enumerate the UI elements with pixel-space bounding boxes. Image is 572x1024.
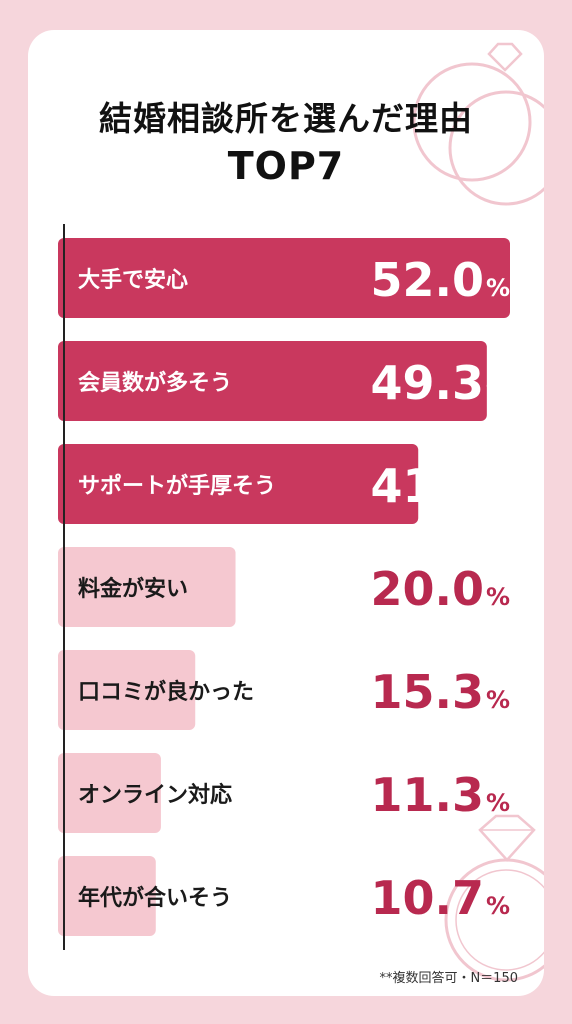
bar-4 [58,547,236,627]
bar-chart: 大手で安心 52.0% 会員数が多そう 49.3% サポートが手厚そう 41.3% 料金が安… [58,224,510,950]
value-unit-7: % [486,892,510,920]
chart-subtitle: TOP7 [227,144,345,188]
bar-5 [58,650,196,730]
value-number-2: 49.3 [370,356,484,410]
bar-6 [58,753,161,833]
value-number-1: 52.0 [370,253,484,307]
category-label-7: 年代が合いそう [78,885,232,911]
value-number-5: 15.3 [370,665,484,719]
category-label-4: 料金が安い [78,576,188,602]
value-label-5: 15.3% [370,665,510,719]
value-number-6: 11.3 [370,768,484,822]
value-label-3: 41.3% [370,459,510,513]
value-unit-1: % [486,274,510,302]
bar-7 [58,856,156,936]
value-label-2: 49.3% [370,356,510,410]
category-label-6: オンライン対応 [78,782,232,808]
value-unit-6: % [486,789,510,817]
infographic-card: 結婚相談所を選んだ理由 TOP7 大手で安心 52.0% 会員数が多そう 49.3% サ… [28,30,544,996]
value-unit-4: % [486,583,510,611]
value-label-4: 20.0% [370,562,510,616]
bar-2 [58,341,487,421]
footnote: **複数回答可・N＝150 [379,971,518,986]
category-label-3: サポートが手厚そう [78,473,276,499]
value-unit-2: % [486,377,510,405]
value-unit-3: % [486,480,510,508]
value-number-7: 10.7 [370,871,484,925]
value-number-4: 20.0 [370,562,484,616]
value-label-7: 10.7% [370,871,510,925]
category-label-2: 会員数が多そう [78,370,232,396]
chart-title: 結婚相談所を選んだ理由 [99,99,473,138]
category-label-5: 口コミが良かった [78,679,254,705]
bar-1 [58,238,510,318]
value-number-3: 41.3 [370,459,484,513]
category-label-1: 大手で安心 [78,267,188,293]
bar-3 [58,444,419,524]
value-unit-5: % [486,686,510,714]
value-label-1: 52.0% [370,253,510,307]
value-label-6: 11.3% [370,768,510,822]
